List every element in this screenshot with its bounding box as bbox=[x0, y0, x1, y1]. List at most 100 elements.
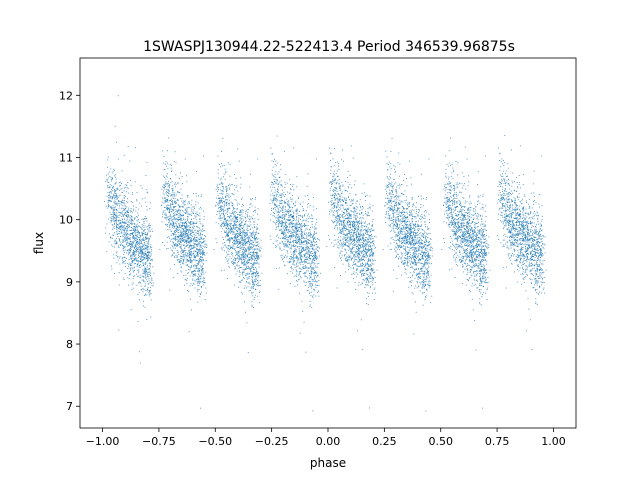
data-point bbox=[233, 211, 235, 213]
data-point bbox=[149, 208, 151, 209]
data-point bbox=[145, 264, 147, 265]
data-point bbox=[150, 299, 152, 301]
data-point bbox=[182, 231, 184, 232]
data-point bbox=[229, 239, 230, 241]
data-point bbox=[255, 272, 257, 274]
data-point bbox=[311, 234, 312, 236]
data-point bbox=[199, 248, 200, 250]
data-point bbox=[140, 251, 142, 253]
data-point bbox=[119, 194, 121, 196]
data-point bbox=[305, 253, 307, 255]
data-point bbox=[223, 197, 224, 199]
data-point bbox=[143, 226, 145, 228]
data-point bbox=[249, 221, 251, 223]
data-point bbox=[231, 253, 233, 255]
data-point bbox=[127, 233, 129, 235]
data-point bbox=[241, 197, 243, 199]
data-point bbox=[123, 229, 124, 231]
data-point bbox=[170, 240, 171, 242]
data-point bbox=[273, 158, 275, 160]
data-point bbox=[305, 247, 307, 248]
data-point bbox=[227, 219, 229, 221]
data-point bbox=[299, 252, 301, 253]
data-point bbox=[139, 261, 141, 262]
data-point bbox=[243, 216, 245, 218]
data-point bbox=[235, 199, 237, 201]
data-point bbox=[200, 260, 202, 262]
data-point bbox=[112, 218, 114, 220]
data-point bbox=[233, 248, 235, 250]
data-point bbox=[131, 216, 133, 218]
data-point bbox=[308, 213, 309, 215]
data-point bbox=[182, 210, 184, 211]
data-point bbox=[238, 241, 240, 242]
data-point bbox=[254, 256, 255, 258]
data-point bbox=[227, 226, 229, 227]
data-point bbox=[241, 235, 243, 237]
data-point bbox=[167, 224, 168, 225]
data-point bbox=[182, 211, 184, 213]
data-point bbox=[297, 230, 299, 231]
data-point bbox=[139, 362, 141, 364]
data-point bbox=[198, 283, 200, 284]
data-point bbox=[145, 244, 147, 246]
data-point bbox=[236, 264, 237, 266]
data-point bbox=[276, 234, 278, 236]
data-point bbox=[125, 233, 127, 235]
data-point bbox=[133, 267, 135, 269]
data-point bbox=[227, 234, 229, 236]
data-point bbox=[242, 254, 243, 256]
data-point bbox=[305, 261, 307, 263]
data-point bbox=[121, 221, 123, 223]
data-point bbox=[152, 266, 154, 268]
data-point bbox=[274, 246, 276, 248]
data-point bbox=[239, 239, 241, 241]
data-point bbox=[198, 238, 200, 240]
data-point bbox=[197, 284, 199, 286]
data-point bbox=[192, 229, 193, 231]
data-point bbox=[251, 254, 253, 256]
data-point bbox=[303, 255, 305, 257]
data-point bbox=[145, 293, 146, 295]
data-point bbox=[243, 254, 245, 256]
data-point bbox=[120, 244, 121, 246]
data-point bbox=[300, 253, 302, 255]
data-point bbox=[138, 272, 140, 274]
data-point bbox=[140, 245, 142, 247]
data-point bbox=[141, 252, 143, 254]
data-point bbox=[242, 293, 244, 295]
data-point bbox=[292, 256, 294, 258]
data-point bbox=[198, 261, 200, 263]
data-point bbox=[117, 256, 119, 258]
data-point bbox=[177, 191, 179, 193]
data-point bbox=[132, 229, 134, 231]
data-point bbox=[178, 234, 180, 236]
data-point bbox=[236, 264, 238, 266]
data-point bbox=[236, 224, 238, 226]
data-point bbox=[252, 258, 253, 260]
data-point bbox=[182, 202, 184, 204]
data-point bbox=[173, 194, 175, 196]
data-point bbox=[131, 254, 133, 256]
data-point bbox=[283, 216, 285, 218]
data-point bbox=[191, 247, 193, 249]
data-point bbox=[253, 287, 254, 289]
data-point bbox=[171, 198, 172, 200]
data-point bbox=[291, 257, 293, 258]
data-point bbox=[132, 278, 134, 279]
data-point bbox=[237, 261, 239, 262]
data-point bbox=[243, 287, 245, 289]
data-point bbox=[136, 236, 138, 238]
data-point bbox=[169, 200, 170, 202]
data-point bbox=[136, 226, 138, 228]
data-point bbox=[122, 245, 124, 247]
data-point bbox=[242, 242, 244, 244]
data-point bbox=[284, 202, 286, 204]
data-point bbox=[139, 282, 141, 284]
data-point bbox=[115, 202, 117, 204]
data-point bbox=[295, 270, 297, 272]
data-point bbox=[281, 249, 283, 251]
data-point bbox=[171, 255, 172, 257]
data-point bbox=[131, 262, 133, 264]
